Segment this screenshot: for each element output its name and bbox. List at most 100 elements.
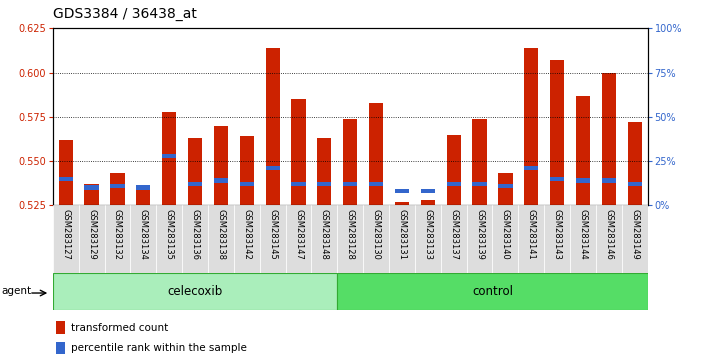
Bar [441, 205, 467, 273]
Bar [84, 185, 99, 190]
Bar [343, 119, 358, 205]
Bar [544, 205, 570, 273]
Bar [56, 321, 65, 334]
Bar [111, 184, 125, 188]
Text: GSM283149: GSM283149 [630, 209, 639, 259]
Bar [446, 182, 461, 186]
Bar [239, 182, 254, 186]
Bar [493, 205, 518, 273]
Bar [602, 73, 616, 205]
Bar [234, 205, 260, 273]
Bar [337, 273, 648, 310]
Text: GSM283136: GSM283136 [191, 209, 199, 260]
Text: GSM283143: GSM283143 [553, 209, 562, 259]
Bar [576, 178, 590, 183]
Bar [188, 182, 202, 186]
Bar [56, 342, 65, 354]
Bar [421, 200, 435, 205]
Bar [343, 182, 358, 186]
Bar [265, 48, 279, 205]
Text: GSM283127: GSM283127 [61, 209, 70, 259]
Bar [472, 119, 486, 205]
Text: GSM283133: GSM283133 [423, 209, 432, 260]
Bar [291, 182, 306, 186]
Text: GSM283146: GSM283146 [604, 209, 613, 259]
Text: GSM283140: GSM283140 [501, 209, 510, 259]
Bar [214, 178, 228, 183]
Text: GSM283132: GSM283132 [113, 209, 122, 259]
Text: GSM283130: GSM283130 [372, 209, 381, 259]
Bar [498, 173, 513, 205]
Text: GSM283139: GSM283139 [475, 209, 484, 259]
Bar [156, 205, 182, 273]
Bar [111, 173, 125, 205]
Text: GSM283134: GSM283134 [139, 209, 148, 259]
Bar [291, 99, 306, 205]
Bar [337, 205, 363, 273]
Text: GSM283145: GSM283145 [268, 209, 277, 259]
Bar [162, 154, 176, 158]
Bar [286, 205, 311, 273]
Bar [182, 205, 208, 273]
Bar [188, 138, 202, 205]
Text: GSM283141: GSM283141 [527, 209, 536, 259]
Bar [622, 205, 648, 273]
Bar [53, 205, 79, 273]
Bar [472, 182, 486, 186]
Bar [311, 205, 337, 273]
Bar [570, 205, 596, 273]
Bar [369, 103, 383, 205]
Bar [162, 112, 176, 205]
Bar [318, 182, 332, 186]
Bar [395, 202, 409, 205]
Bar [395, 189, 409, 193]
Text: celecoxib: celecoxib [168, 285, 222, 298]
Text: GSM283137: GSM283137 [449, 209, 458, 260]
Text: GSM283144: GSM283144 [579, 209, 588, 259]
Bar [415, 205, 441, 273]
Bar [467, 205, 493, 273]
Bar [136, 186, 151, 205]
Text: control: control [472, 285, 513, 298]
Bar [239, 136, 254, 205]
Text: GSM283128: GSM283128 [346, 209, 355, 259]
Bar [550, 177, 565, 181]
Text: GSM283135: GSM283135 [165, 209, 174, 259]
Bar [389, 205, 415, 273]
Bar [550, 60, 565, 205]
Bar [524, 166, 539, 170]
Bar [602, 178, 616, 183]
Bar [208, 205, 234, 273]
Bar [318, 138, 332, 205]
Bar [596, 205, 622, 273]
Bar [58, 177, 73, 181]
Text: GSM283138: GSM283138 [216, 209, 225, 260]
Bar [84, 184, 99, 205]
Bar [446, 135, 461, 205]
Text: GSM283142: GSM283142 [242, 209, 251, 259]
Bar [628, 122, 642, 205]
Bar [628, 182, 642, 186]
Bar [576, 96, 590, 205]
Bar [130, 205, 156, 273]
Text: agent: agent [1, 286, 32, 296]
Bar [265, 166, 279, 170]
Bar [369, 182, 383, 186]
Text: transformed count: transformed count [70, 322, 168, 332]
Bar [524, 48, 539, 205]
Bar [260, 205, 286, 273]
Bar [136, 185, 151, 190]
Bar [214, 126, 228, 205]
Text: GDS3384 / 36438_at: GDS3384 / 36438_at [53, 7, 196, 21]
Bar [53, 273, 337, 310]
Bar [498, 184, 513, 188]
Text: GSM283129: GSM283129 [87, 209, 96, 259]
Bar [58, 140, 73, 205]
Bar [104, 205, 130, 273]
Text: GSM283147: GSM283147 [294, 209, 303, 259]
Bar [518, 205, 544, 273]
Bar [421, 189, 435, 193]
Bar [363, 205, 389, 273]
Text: GSM283131: GSM283131 [398, 209, 406, 259]
Bar [79, 205, 104, 273]
